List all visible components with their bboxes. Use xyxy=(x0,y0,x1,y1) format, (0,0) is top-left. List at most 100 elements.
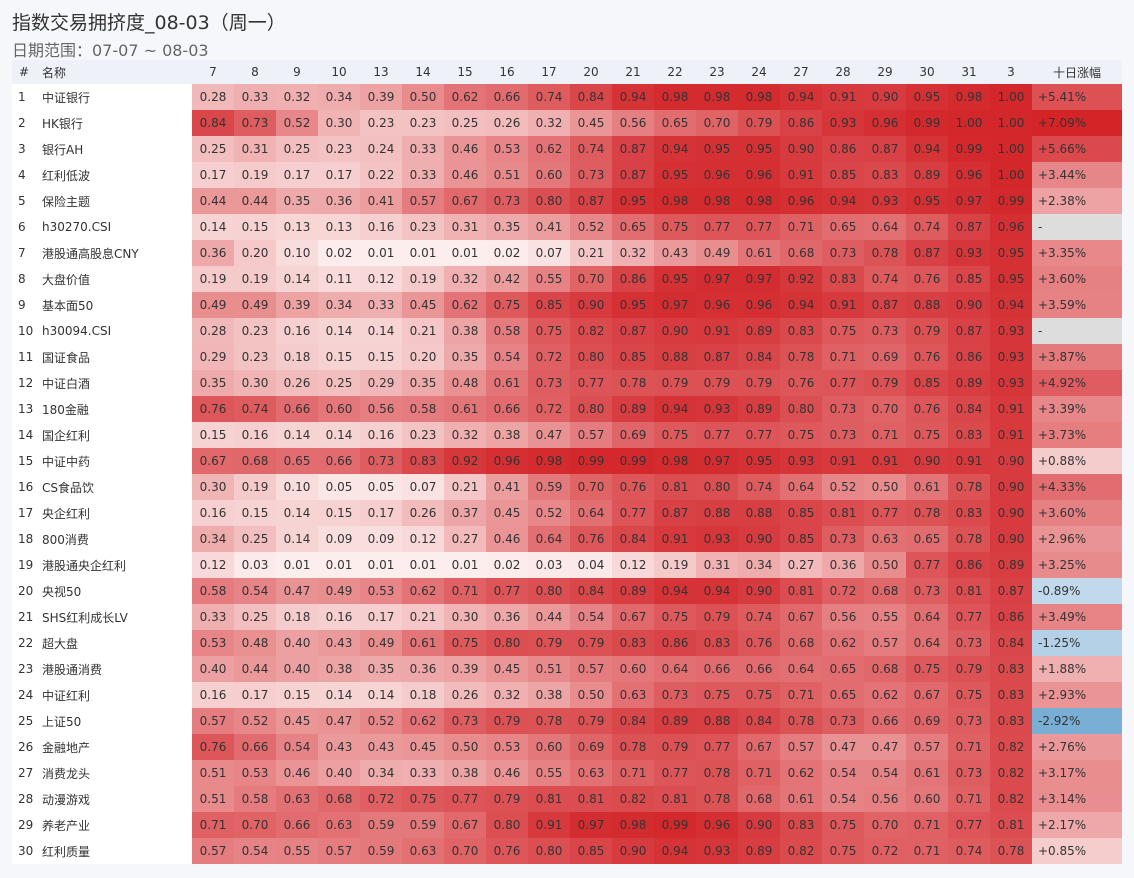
crowding-value: 0.64 xyxy=(570,500,612,526)
crowding-value: 0.99 xyxy=(612,448,654,474)
row-index: 30 xyxy=(12,838,36,864)
crowding-value: 0.75 xyxy=(654,214,696,240)
crowding-value: 0.77 xyxy=(486,578,528,604)
crowding-value: 0.82 xyxy=(570,318,612,344)
crowding-value: 0.74 xyxy=(948,838,990,864)
crowding-value: 0.77 xyxy=(948,604,990,630)
crowding-value: 0.76 xyxy=(906,266,948,292)
crowding-value: 0.21 xyxy=(402,604,444,630)
crowding-value: 0.60 xyxy=(906,786,948,812)
row-index: 8 xyxy=(12,266,36,292)
crowding-value: 0.74 xyxy=(528,84,570,110)
column-header: 10 xyxy=(318,60,360,84)
crowding-value: 0.78 xyxy=(990,838,1032,864)
crowding-value: 0.76 xyxy=(612,474,654,500)
crowding-value: 0.73 xyxy=(948,760,990,786)
crowding-value: 0.93 xyxy=(990,318,1032,344)
row-index: 5 xyxy=(12,188,36,214)
column-header: 28 xyxy=(822,60,864,84)
crowding-value: 0.86 xyxy=(822,136,864,162)
crowding-value: 0.16 xyxy=(234,422,276,448)
crowding-value: 0.68 xyxy=(864,578,906,604)
crowding-value: 0.53 xyxy=(234,760,276,786)
index-name: 中证中药 xyxy=(36,448,192,474)
crowding-value: 0.87 xyxy=(864,136,906,162)
crowding-value: 0.59 xyxy=(528,474,570,500)
crowding-value: 0.65 xyxy=(822,682,864,708)
crowding-value: 0.57 xyxy=(906,734,948,760)
crowding-value: 0.81 xyxy=(822,500,864,526)
crowding-value: 0.73 xyxy=(822,396,864,422)
crowding-value: 0.01 xyxy=(318,552,360,578)
crowding-value: 0.81 xyxy=(990,812,1032,838)
crowding-value: 0.21 xyxy=(570,240,612,266)
crowding-value: 0.59 xyxy=(360,838,402,864)
crowding-value: 0.91 xyxy=(990,396,1032,422)
crowding-value: 0.77 xyxy=(696,422,738,448)
date-range: 日期范围：07-07 ~ 08-03 xyxy=(12,41,209,60)
crowding-value: 0.21 xyxy=(402,318,444,344)
ten-day-change: +4.33% xyxy=(1032,474,1122,500)
crowding-value: 0.87 xyxy=(990,578,1032,604)
crowding-value: 0.79 xyxy=(570,630,612,656)
crowding-value: 0.80 xyxy=(696,474,738,500)
crowding-value: 0.38 xyxy=(486,422,528,448)
crowding-value: 0.68 xyxy=(738,786,780,812)
crowding-value: 0.79 xyxy=(486,786,528,812)
crowding-value: 0.93 xyxy=(696,396,738,422)
crowding-value: 0.58 xyxy=(192,578,234,604)
crowding-value: 0.75 xyxy=(822,318,864,344)
crowding-value: 0.68 xyxy=(864,656,906,682)
crowding-value: 0.89 xyxy=(612,578,654,604)
row-index: 9 xyxy=(12,292,36,318)
crowding-value: 0.61 xyxy=(906,474,948,500)
crowding-value: 0.99 xyxy=(948,136,990,162)
crowding-value: 0.93 xyxy=(780,448,822,474)
crowding-value: 0.16 xyxy=(318,604,360,630)
crowding-value: 0.31 xyxy=(696,552,738,578)
crowding-value: 0.89 xyxy=(654,708,696,734)
crowding-value: 0.71 xyxy=(738,760,780,786)
crowding-value: 0.17 xyxy=(234,682,276,708)
crowding-value: 0.77 xyxy=(948,812,990,838)
data-row: 2 HK银行 0.84 0.73 0.52 0.30 0.23 0.23 0.25 0.26 0.3… xyxy=(12,110,1122,136)
crowding-value: 0.48 xyxy=(444,370,486,396)
crowding-value: 0.68 xyxy=(780,630,822,656)
crowding-value: 0.45 xyxy=(402,734,444,760)
crowding-value: 0.64 xyxy=(780,656,822,682)
crowding-value: 0.40 xyxy=(276,630,318,656)
crowding-value: 0.32 xyxy=(444,266,486,292)
crowding-value: 0.19 xyxy=(192,266,234,292)
index-name: 上证50 xyxy=(36,708,192,734)
crowding-value: 0.65 xyxy=(612,214,654,240)
crowding-value: 0.72 xyxy=(360,786,402,812)
index-name: 消费龙头 xyxy=(36,760,192,786)
ten-day-change: +3.59% xyxy=(1032,292,1122,318)
crowding-value: 0.63 xyxy=(864,526,906,552)
crowding-value: 0.14 xyxy=(318,422,360,448)
crowding-value: 0.99 xyxy=(654,812,696,838)
crowding-value: 0.86 xyxy=(780,110,822,136)
data-row: 21 SHS红利成长LV 0.33 0.25 0.18 0.16 0.17 0.21 0.30 0… xyxy=(12,604,1122,630)
crowding-value: 0.01 xyxy=(444,552,486,578)
crowding-value: 0.97 xyxy=(654,292,696,318)
ten-day-change: -1.25% xyxy=(1032,630,1122,656)
crowding-value: 0.23 xyxy=(360,110,402,136)
crowding-value: 0.23 xyxy=(318,136,360,162)
crowding-value: 0.25 xyxy=(276,136,318,162)
crowding-value: 0.28 xyxy=(192,318,234,344)
crowding-value: 0.54 xyxy=(864,760,906,786)
crowding-value: 0.50 xyxy=(570,682,612,708)
ten-day-change: +0.88% xyxy=(1032,448,1122,474)
crowding-value: 0.33 xyxy=(402,136,444,162)
crowding-value: 0.43 xyxy=(318,630,360,656)
crowding-value: 0.03 xyxy=(234,552,276,578)
crowding-value: 0.73 xyxy=(948,708,990,734)
crowding-value: 0.35 xyxy=(360,656,402,682)
row-index: 2 xyxy=(12,110,36,136)
data-row: 4 红利低波 0.17 0.19 0.17 0.17 0.22 0.33 0.46 0.51 0.6… xyxy=(12,162,1122,188)
crowding-value: 0.21 xyxy=(444,474,486,500)
crowding-value: 0.90 xyxy=(738,578,780,604)
crowding-value: 0.27 xyxy=(444,526,486,552)
crowding-value: 0.10 xyxy=(276,474,318,500)
